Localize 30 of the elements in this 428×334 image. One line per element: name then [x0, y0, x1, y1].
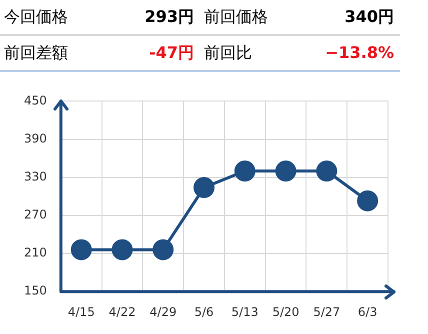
text: 340円 — [344, 6, 394, 28]
x-tick-label: 5/6 — [194, 304, 214, 319]
point — [234, 160, 256, 182]
x-tick-label: 4/15 — [68, 304, 95, 319]
text: −13.8% — [325, 42, 394, 64]
text: 今回価格 — [4, 6, 68, 28]
x-tick-label: 5/20 — [272, 304, 300, 319]
point — [112, 239, 133, 260]
x-tick-label: 5/13 — [231, 304, 258, 319]
text: 前回比 — [204, 42, 252, 64]
y-tick-label: 150 — [24, 284, 47, 298]
y-tick-label: 390 — [24, 131, 47, 146]
y-tick-label: 450 — [24, 93, 47, 108]
point — [70, 239, 92, 260]
text: -47円 — [149, 42, 194, 64]
x-tick-label: 6/3 — [358, 304, 378, 319]
point — [275, 160, 296, 182]
x-tick-label: 4/29 — [150, 304, 177, 319]
point — [194, 177, 215, 198]
y-tick-label: 270 — [24, 208, 47, 222]
point — [152, 239, 174, 260]
y-tick-label: 210 — [24, 246, 47, 260]
text: 前回差額 — [4, 42, 68, 64]
text: 293円 — [144, 6, 194, 28]
x-tick-label: 4/22 — [108, 304, 136, 319]
x-tick-label: 5/27 — [313, 304, 340, 319]
text: 前回価格 — [204, 6, 268, 28]
y-tick-label: 330 — [24, 169, 47, 184]
point — [357, 190, 378, 212]
point — [316, 160, 338, 182]
